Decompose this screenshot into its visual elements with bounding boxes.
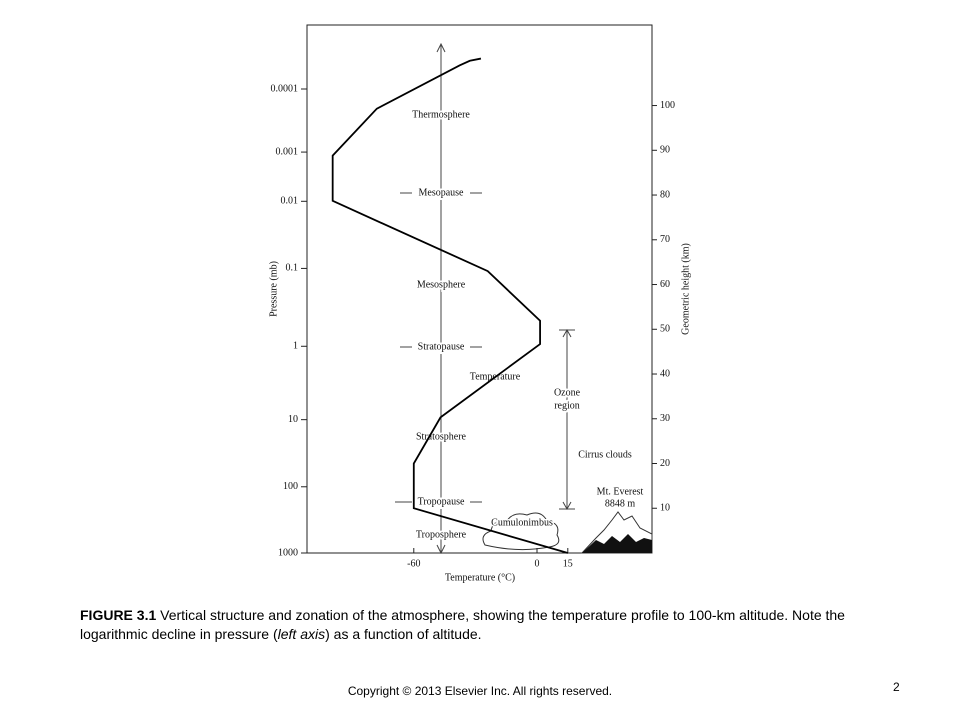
pressure-tick-label: 10 <box>288 414 298 425</box>
annotation: Mesopause <box>419 187 465 198</box>
y-tick-label: 30 <box>660 413 670 424</box>
boundary-dashes <box>395 192 482 503</box>
annotation: region <box>554 400 580 411</box>
y-tick-label: 20 <box>660 458 670 469</box>
pressure-axis-label: Pressure (mb) <box>268 261 279 317</box>
annotation: Mesosphere <box>417 279 466 290</box>
x-axis-label: Temperature (°C) <box>445 572 515 583</box>
annotation: Stratosphere <box>416 431 467 442</box>
x-tick-label: 0 <box>535 558 540 569</box>
pressure-tick-label: 0.001 <box>276 146 299 157</box>
caption-italic: left axis <box>277 626 326 642</box>
page-number: 2 <box>893 680 900 694</box>
y-tick-label: 40 <box>660 368 670 379</box>
y-tick-label: 60 <box>660 279 670 290</box>
pressure-tick-label: 0.1 <box>286 263 299 274</box>
caption: FIGURE 3.1 Vertical structure and zonati… <box>80 606 880 644</box>
caption-text: Vertical structure and zonation of the a… <box>80 607 845 642</box>
temperature-line <box>331 57 569 554</box>
annotation: Mt. Everest <box>597 486 644 497</box>
pressure-tick-label: 1000 <box>278 547 298 558</box>
ozone-brackets <box>559 328 575 511</box>
y-tick-label: 100 <box>660 100 675 111</box>
y-tick-label: 70 <box>660 234 670 245</box>
annotation: Stratopause <box>418 341 465 352</box>
pressure-tick-label: 0.01 <box>281 196 299 207</box>
annotation: 8848 m <box>605 498 636 509</box>
annotation: Cirrus clouds <box>578 449 632 460</box>
pressure-tick-label: 100 <box>283 481 298 492</box>
pressure-tick-label: 0.0001 <box>271 83 299 94</box>
annotation: Troposphere <box>416 529 467 540</box>
caption-label: FIGURE 3.1 <box>80 607 157 623</box>
mountain-base <box>582 534 652 553</box>
y-tick-label: 10 <box>660 503 670 514</box>
y-tick-label: 50 <box>660 324 670 335</box>
caption-text: ) as a function of altitude. <box>325 626 482 642</box>
y-tick-label: 80 <box>660 189 670 200</box>
pressure-tick-label: 1 <box>293 341 298 352</box>
y-axis-label: Geometric height (km) <box>680 243 691 335</box>
y-tick-label: 90 <box>660 145 670 156</box>
arrow-heads <box>436 42 446 555</box>
x-tick-label: -60 <box>407 558 420 569</box>
plot-frame <box>306 24 653 554</box>
annotation: Ozone <box>554 387 581 398</box>
annotation: Cumulonimbus <box>491 517 553 528</box>
copyright: Copyright © 2013 Elsevier Inc. All right… <box>347 684 613 698</box>
x-tick-label: 15 <box>563 558 573 569</box>
annotation: Tropopause <box>418 496 465 507</box>
annotation: Thermosphere <box>412 109 470 120</box>
chart: Thermosphere Mesopause Mesosphere Strato… <box>268 24 691 583</box>
